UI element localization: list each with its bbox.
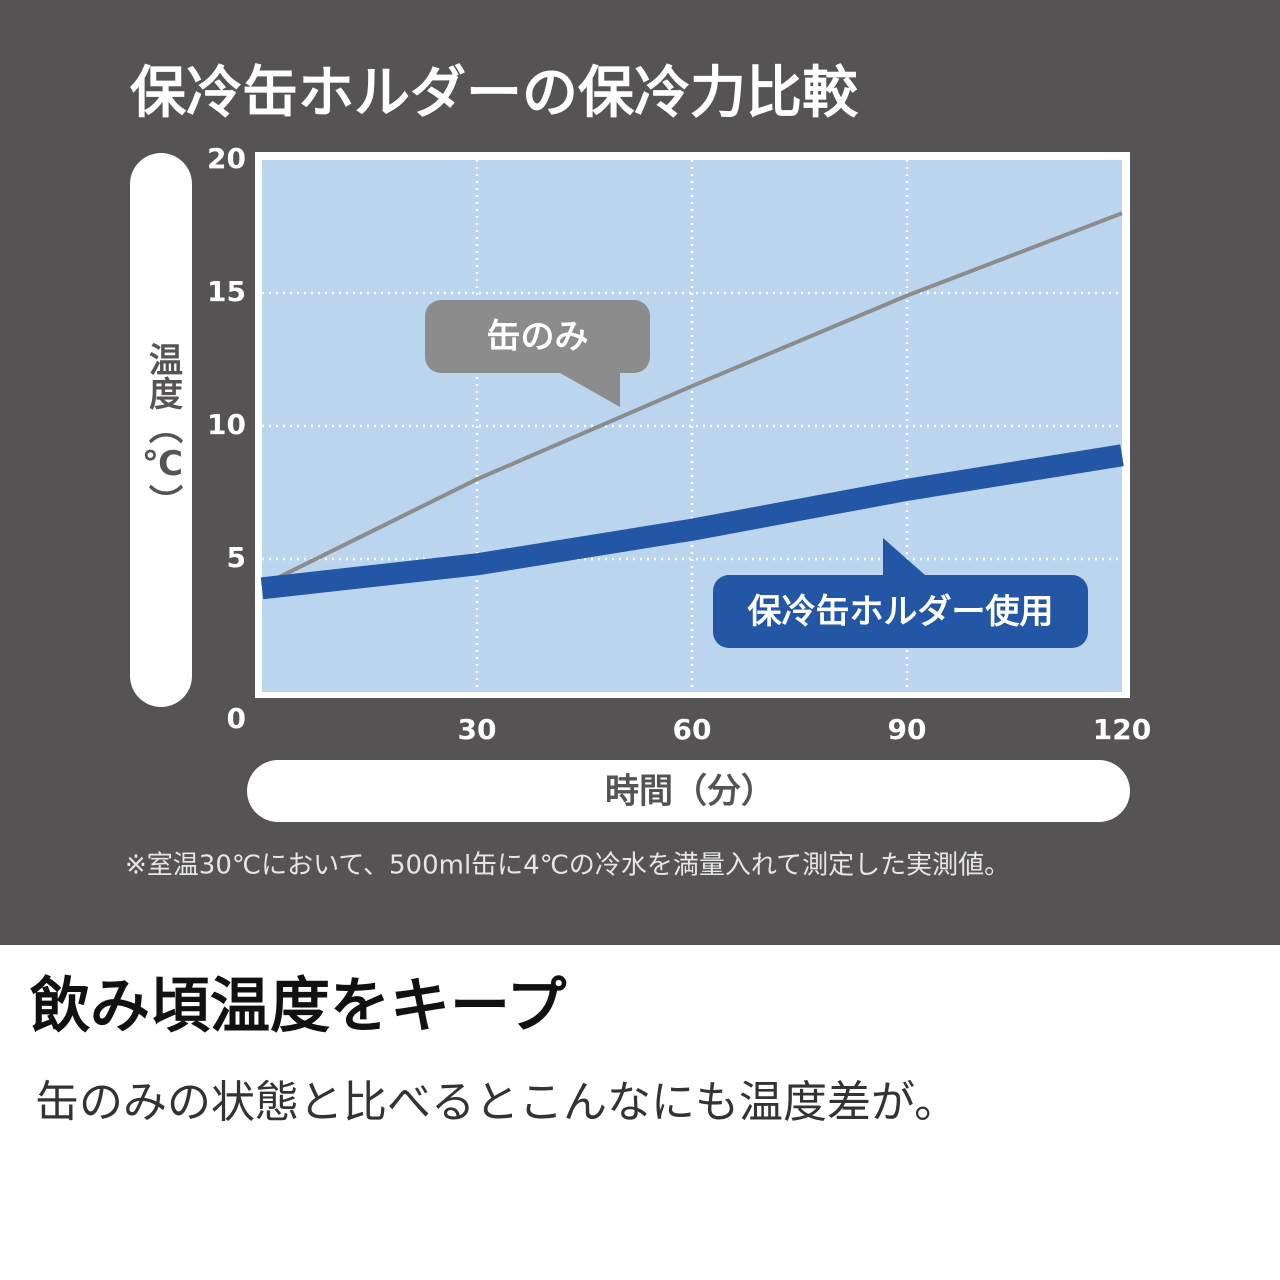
x-label-pill: [247, 760, 1130, 822]
legend-pointer: [883, 538, 925, 575]
x-tick-label: 30: [458, 713, 497, 746]
y-tick-label: 5: [227, 541, 246, 574]
x-tick-label: 60: [673, 713, 712, 746]
x-axis-label: 時間（分）: [605, 772, 775, 812]
y-label-pill: [130, 153, 192, 707]
legend-pointer: [560, 373, 620, 407]
y-axis-label: 温度（℃）: [143, 342, 183, 518]
chart-title: 保冷缶ホルダーの保冷力比較: [130, 61, 859, 126]
y-tick-label: 10: [207, 408, 246, 441]
legend-label: 保冷缶ホルダー使用: [748, 592, 1054, 632]
line-series: [261, 211, 1123, 588]
y-tick-label: 0: [227, 702, 246, 735]
y-tick-label: 15: [207, 275, 246, 308]
line-series: [260, 444, 1124, 600]
y-tick-label: 20: [207, 142, 246, 175]
x-tick-label: 90: [888, 713, 927, 746]
caption: 缶のみの状態と比べるとこんなにも温度差が。: [35, 1077, 958, 1128]
x-tick-label: 120: [1093, 713, 1151, 746]
headline: 飲み頃温度をキープ: [30, 972, 566, 1042]
legend-box: [425, 300, 650, 373]
legend-box: [713, 575, 1088, 648]
plot: [260, 160, 1124, 692]
footnote: ※室温30℃において、500ml缶に4℃の冷水を満量入れて測定した実測値。: [125, 851, 1010, 881]
legend-label: 缶のみ: [487, 317, 589, 357]
